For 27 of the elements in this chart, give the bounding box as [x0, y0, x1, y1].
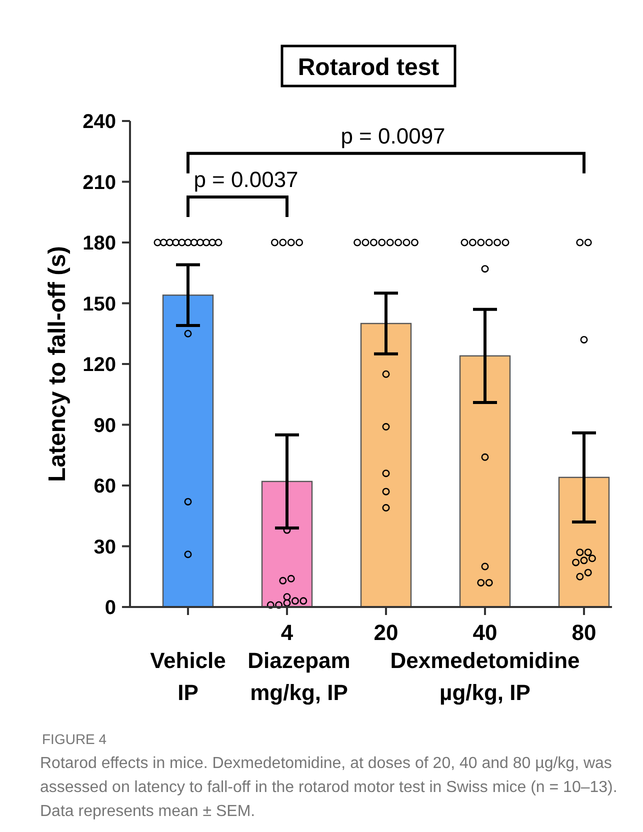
text: Diazepam mg/kg, IP	[248, 648, 350, 705]
y-tick-label: 120	[82, 354, 116, 376]
x-tick-label: 20	[374, 620, 398, 645]
chart-title: Rotarod test	[298, 54, 440, 81]
text: Vehicle IP	[150, 648, 226, 705]
y-tick-label: 0	[104, 597, 116, 619]
y-tick-label: 30	[94, 536, 116, 558]
bar	[459, 355, 511, 608]
y-tick-label: 90	[94, 414, 116, 437]
caption: FIGURE 4	[42, 731, 107, 747]
annotation: p = 0.0037	[194, 167, 298, 192]
y-tick-label: 240	[82, 111, 116, 133]
y-axis-title: Latency to fall-off (s)	[44, 246, 71, 482]
x-tick-label: 40	[472, 620, 498, 645]
bar	[261, 480, 313, 608]
y-tick-label: 210	[82, 172, 116, 194]
x-tick-label: 80	[572, 620, 596, 645]
bar	[558, 476, 610, 608]
y-tick-label: 150	[82, 293, 116, 316]
annotation: p = 0.0097	[340, 123, 446, 148]
y-tick-label: 180	[82, 232, 116, 254]
x-tick-label: 4	[280, 620, 294, 645]
text: Rotarod effects in mice. Dexmedetomidine, at doses of 20, 40 and 80 µg/kg, was assessed on latency to fall-off in the rotarod motor test in Swiss mice (n = 10–13). Data represents mean ± SEM.	[40, 754, 618, 822]
text: Dexmedetomidine µg/kg, IP	[390, 648, 580, 705]
bar	[162, 294, 214, 608]
bar	[360, 322, 412, 608]
y-tick-label: 60	[94, 476, 116, 498]
